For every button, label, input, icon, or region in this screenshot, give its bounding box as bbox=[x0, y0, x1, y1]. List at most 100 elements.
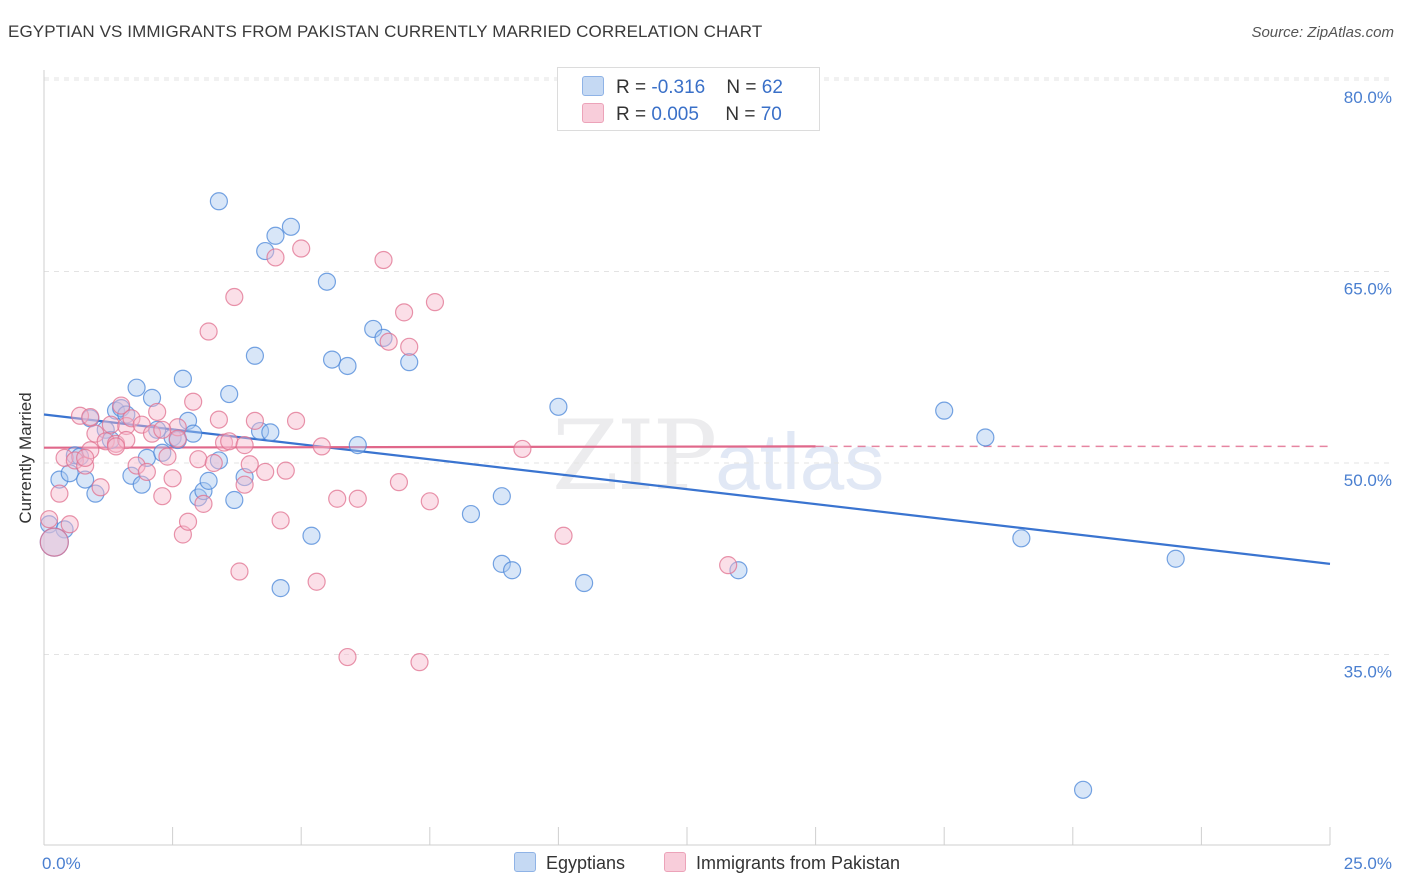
point-egyptians bbox=[220, 384, 239, 404]
watermark: ZIPatlas bbox=[552, 400, 884, 512]
point-pakistan bbox=[50, 484, 69, 503]
point-pakistan bbox=[225, 287, 244, 307]
point-pakistan bbox=[153, 420, 172, 439]
point-egyptians bbox=[184, 424, 203, 443]
point-egyptians bbox=[976, 428, 995, 447]
point-pakistan bbox=[307, 572, 326, 591]
point-pakistan bbox=[60, 515, 79, 534]
point-egyptians bbox=[209, 192, 228, 211]
point-pakistan bbox=[158, 447, 177, 466]
point-egyptians bbox=[142, 388, 162, 407]
y-tick-label: 80.0% bbox=[1344, 88, 1392, 107]
point-egyptians bbox=[549, 397, 568, 416]
legend-r-value: -0.316 bbox=[651, 77, 706, 98]
watermark-zip: ZIP bbox=[552, 400, 717, 512]
point-egyptians bbox=[50, 470, 69, 489]
legend-n-label: N = bbox=[726, 77, 762, 98]
bottom-legend-swatch-pakistan bbox=[664, 852, 686, 872]
point-pakistan bbox=[554, 526, 573, 545]
point-pakistan bbox=[286, 411, 306, 430]
point-egyptians bbox=[106, 401, 126, 420]
data-points bbox=[39, 192, 1185, 799]
point-egyptians bbox=[729, 561, 748, 580]
point-egyptians bbox=[76, 470, 95, 489]
point-pakistan bbox=[209, 410, 228, 429]
bottom-legend-pakistan: Immigrants from Pakistan bbox=[664, 852, 900, 874]
point-pakistan bbox=[132, 415, 151, 434]
point-egyptians bbox=[492, 487, 511, 506]
point-pakistan bbox=[117, 430, 136, 450]
point-egyptians bbox=[209, 451, 228, 470]
point-pakistan bbox=[719, 556, 738, 575]
point-egyptians bbox=[317, 272, 337, 291]
point-pakistan bbox=[240, 455, 259, 474]
point-egyptians bbox=[245, 346, 265, 365]
point-pakistan bbox=[189, 450, 208, 469]
point-pakistan bbox=[410, 653, 429, 672]
point-pakistan bbox=[178, 512, 198, 531]
point-pakistan bbox=[168, 429, 187, 448]
point-pakistan bbox=[204, 453, 223, 473]
point-pakistan bbox=[394, 303, 414, 322]
legend-r-value: 0.005 bbox=[651, 104, 699, 125]
point-pakistan bbox=[194, 494, 213, 513]
point-egyptians bbox=[461, 504, 481, 524]
point-pakistan bbox=[142, 424, 162, 443]
point-egyptians bbox=[281, 217, 301, 236]
point-egyptians bbox=[199, 471, 218, 490]
point-egyptians bbox=[266, 226, 285, 245]
bottom-legend-label: Immigrants from Pakistan bbox=[696, 853, 901, 873]
point-egyptians bbox=[503, 561, 522, 580]
chart-source: Source: ZipAtlas.com bbox=[1251, 24, 1394, 41]
point-pakistan bbox=[153, 487, 172, 506]
point-egyptians bbox=[225, 490, 244, 510]
legend-r-label: R = bbox=[616, 104, 652, 125]
legend-row-pakistan: R = 0.005 N = 70 bbox=[582, 103, 782, 125]
stats-legend: R = -0.316 N = 62 R = 0.005 N = 70 bbox=[557, 67, 820, 131]
legend-row-egyptians: R = -0.316 N = 62 bbox=[582, 76, 783, 98]
point-pakistan bbox=[389, 473, 409, 492]
bottom-legend-egyptians: Egyptians bbox=[514, 852, 625, 874]
watermark-atlas: atlas bbox=[715, 417, 885, 506]
point-pakistan bbox=[106, 437, 126, 456]
legend-swatch-egyptians bbox=[582, 76, 604, 96]
point-egyptians bbox=[271, 579, 290, 598]
point-pakistan bbox=[112, 396, 131, 415]
chart-title: EGYPTIAN VS IMMIGRANTS FROM PAKISTAN CUR… bbox=[8, 22, 763, 41]
point-egyptians bbox=[194, 481, 213, 501]
point-pakistan bbox=[81, 407, 100, 427]
point-egyptians bbox=[1012, 529, 1031, 548]
point-egyptians bbox=[1073, 780, 1093, 799]
point-pakistan bbox=[256, 462, 275, 482]
legend-n-label: N = bbox=[725, 104, 761, 125]
point-pakistan bbox=[276, 461, 295, 480]
point-egyptians bbox=[364, 319, 383, 339]
point-pakistan bbox=[379, 332, 398, 351]
point-egyptians bbox=[348, 436, 367, 455]
point-egyptians bbox=[400, 353, 419, 372]
point-egyptians bbox=[1166, 549, 1185, 568]
point-pakistan bbox=[127, 456, 146, 475]
point-pakistan bbox=[230, 562, 249, 581]
point-egyptians bbox=[575, 573, 594, 593]
point-pakistan bbox=[163, 469, 182, 488]
y-tick-label: 65.0% bbox=[1344, 280, 1392, 299]
axes bbox=[43, 70, 1331, 846]
point-pakistan bbox=[220, 432, 239, 451]
point-pakistan bbox=[425, 293, 445, 312]
point-egyptians bbox=[127, 378, 146, 397]
point-pakistan bbox=[513, 439, 532, 459]
legend-n-value: 70 bbox=[760, 104, 782, 125]
legend-swatch-pakistan bbox=[582, 103, 604, 123]
point-pakistan bbox=[374, 250, 393, 270]
x-tick-label: 25.0% bbox=[1344, 854, 1392, 873]
point-pakistan bbox=[400, 337, 419, 356]
point-pakistan bbox=[420, 492, 439, 511]
x-tick-label: 0.0% bbox=[42, 854, 81, 873]
point-pakistan bbox=[235, 436, 254, 455]
point-pakistan bbox=[76, 448, 95, 467]
point-pakistan bbox=[199, 322, 218, 341]
point-egyptians bbox=[338, 356, 357, 376]
point-pakistan bbox=[137, 462, 156, 482]
legend-r-label: R = bbox=[616, 77, 652, 98]
